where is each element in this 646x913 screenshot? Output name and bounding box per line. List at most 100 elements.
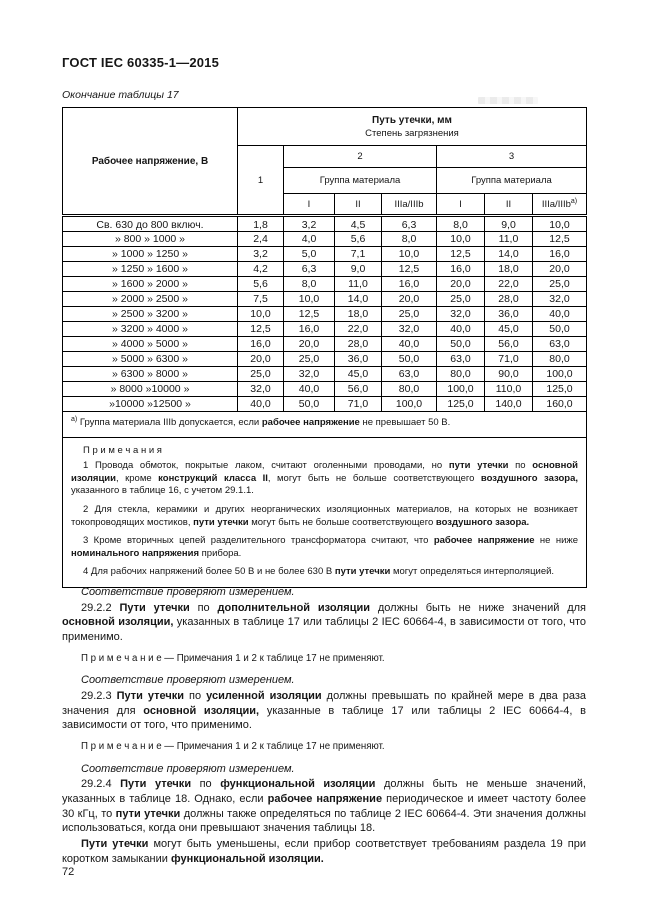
- col-header-material-group-3: Группа материала: [435, 167, 588, 194]
- leakage-value-cell: 71,0: [334, 396, 382, 412]
- text-run: должны также определяться по таблице 2 I…: [62, 807, 586, 835]
- leakage-value-cell: 63,0: [531, 336, 588, 352]
- leakage-value-cell: 10,0: [381, 246, 437, 262]
- text-run: 29.2.4: [81, 778, 121, 791]
- text-run: Соответствие проверяют измерением.: [81, 586, 295, 598]
- leakage-value-cell: 8,0: [436, 214, 485, 232]
- voltage-range-cell: » 4000 » 5000 »: [62, 336, 238, 352]
- text-run: функциональной изоляции: [220, 778, 376, 791]
- leakage-value-cell: 4,0: [283, 231, 335, 247]
- leakage-value-cell: 25,0: [531, 276, 588, 292]
- leakage-value-cell: 16,0: [283, 321, 335, 337]
- text-run: конструкций класса II: [158, 472, 268, 484]
- col-header-material-I-d3: I: [436, 193, 485, 216]
- text-run: 4 Для рабочих напряжений более 50 В и не…: [83, 566, 335, 578]
- body-paragraph: 29.2.4 Пути утечки по функциональной изо…: [62, 777, 586, 836]
- leakage-value-cell: 22,0: [484, 276, 533, 292]
- table-note-item: 3 Кроме вторичных цепей разделительного …: [71, 535, 578, 560]
- text-run: Пути утечки: [119, 601, 190, 614]
- leakage-value-cell: 3,2: [237, 246, 284, 262]
- text-run: по: [191, 778, 221, 791]
- col-header-material-II-d2: II: [334, 193, 382, 216]
- leakage-value-cell: 50,0: [283, 396, 335, 412]
- voltage-range-cell: » 5000 » 6300 »: [62, 351, 238, 367]
- text-run: номинального напряжения: [71, 547, 199, 559]
- note-line: П р и м е ч а н и е — Примечания 1 и 2 к…: [62, 741, 586, 754]
- leakage-value-cell: 14,0: [484, 246, 533, 262]
- text-run: Пути утечки: [116, 690, 185, 703]
- text-run: основной изоляции,: [143, 704, 260, 717]
- leakage-value-cell: 16,0: [436, 261, 485, 277]
- text-run: должны быть не меньше значений, указанны…: [62, 778, 586, 806]
- text-run: 29.2.3: [81, 690, 117, 703]
- leakage-value-cell: 18,0: [484, 261, 533, 277]
- text-run: могут определяться интерполяцией.: [390, 566, 555, 578]
- leakage-value-cell: 80,0: [436, 366, 485, 382]
- leakage-value-cell: 110,0: [484, 381, 533, 397]
- leakage-value-cell: 125,0: [531, 381, 588, 397]
- text-run: пути утечки: [334, 566, 391, 578]
- text-run: по: [508, 460, 533, 471]
- leakage-value-cell: 9,0: [484, 214, 533, 232]
- text-run: указанные в таблице 17 или таблицы 2 IEC…: [62, 704, 586, 732]
- leakage-value-cell: 32,0: [237, 381, 284, 397]
- text-run: Соответствие проверяют измерением.: [81, 674, 295, 687]
- text-run: П р и м е ч а н и е — Примечания 1 и 2 к…: [81, 740, 385, 752]
- body-paragraph: 29.2.3 Пути утечки по усиленной изоляции…: [62, 689, 586, 733]
- text-run: пути утечки: [448, 460, 509, 471]
- leakage-value-cell: 25,0: [237, 366, 284, 382]
- col-header-material-IIIaIIIb-d2: IIIa/IIIb: [381, 193, 437, 216]
- leakage-value-cell: 7,5: [237, 291, 284, 307]
- table-row: » 2000 » 2500 » 7,5 10,0 14,0 20,0 25,0 28,0 32…: [62, 291, 588, 307]
- leakage-value-cell: 5,0: [283, 246, 335, 262]
- leakage-value-cell: 140,0: [484, 396, 533, 412]
- leakage-value-cell: 12,5: [283, 306, 335, 322]
- voltage-range-cell: » 800 » 1000 »: [62, 231, 238, 247]
- text-run: а): [71, 415, 78, 423]
- leakage-value-cell: 56,0: [484, 336, 533, 352]
- leakage-value-cell: 22,0: [334, 321, 382, 337]
- leakage-path-title: Путь утечки, мм: [372, 114, 452, 126]
- leakage-value-cell: 80,0: [531, 351, 588, 367]
- leakage-value-cell: 16,0: [237, 336, 284, 352]
- standard-number-header: ГОСТ IEC 60335-1—2015: [62, 55, 220, 70]
- leakage-value-cell: 25,0: [283, 351, 335, 367]
- leakage-value-cell: 2,4: [237, 231, 284, 247]
- voltage-range-cell: » 1250 » 1600 »: [62, 261, 238, 277]
- table-row: Св. 630 до 800 включ. 1,8 3,2 4,5 6,3 8,0 9,0 1…: [62, 214, 588, 232]
- table-row: » 1600 » 2000 » 5,6 8,0 11,0 16,0 20,0 22,0 25,…: [62, 276, 588, 292]
- table-row: » 6300 » 8000 » 25,0 32,0 45,0 63,0 80,0 90,0 1…: [62, 366, 588, 382]
- table-row: » 3200 » 4000 » 12,5 16,0 22,0 32,0 40,0 45,0 5…: [62, 321, 588, 337]
- leakage-value-cell: 4,2: [237, 261, 284, 277]
- leakage-value-cell: 40,0: [381, 336, 437, 352]
- table-row: » 8000 »10000 » 32,0 40,0 56,0 80,0 100,0 110,…: [62, 381, 588, 397]
- leakage-value-cell: 32,0: [531, 291, 588, 307]
- leakage-value-cell: 6,3: [283, 261, 335, 277]
- table-notes-block: П р и м е ч а н и я 1 Провода обмоток, п…: [61, 437, 588, 588]
- voltage-range-cell: »10000 »12500 »: [62, 396, 238, 412]
- text-run: периодическое и имеет частоту более 30 к…: [62, 793, 587, 820]
- col-header-material-IIIaIIIb-d3-footnoted: IIIa/IIIbа): [531, 193, 588, 216]
- material-group-label: IIIa/IIIb: [541, 198, 571, 210]
- leakage-value-cell: 28,0: [334, 336, 382, 352]
- col-header-degree-1: 1: [237, 145, 284, 216]
- leakage-value-cell: 10,0: [436, 231, 485, 247]
- col-header-material-II-d3: II: [484, 193, 533, 216]
- text-run: указанного в таблице 16, с учетом 29.1.1…: [71, 485, 254, 497]
- text-run: Соответствие проверяют измерением.: [81, 762, 295, 775]
- leakage-value-cell: 11,0: [484, 231, 533, 247]
- leakage-value-cell: 16,0: [531, 246, 588, 262]
- table-row: » 1000 » 1250 » 3,2 5,0 7,1 10,0 12,5 14,0 16,0: [62, 246, 588, 262]
- leakage-value-cell: 18,0: [334, 306, 382, 322]
- text-run: по: [189, 601, 218, 614]
- leakage-value-cell: 100,0: [531, 366, 588, 382]
- text-run: функциональной изоляции.: [170, 852, 324, 865]
- leakage-value-cell: 20,0: [381, 291, 437, 307]
- compliance-check-line: Соответствие проверяют измерением.: [62, 673, 586, 688]
- text-run: рабочее напряжение: [261, 417, 360, 428]
- voltage-range-cell: Св. 630 до 800 включ.: [62, 214, 238, 232]
- leakage-value-cell: 5,6: [237, 276, 284, 292]
- leakage-value-cell: 125,0: [436, 396, 485, 412]
- note-line: П р и м е ч а н и е — Примечания 1 и 2 к…: [62, 653, 586, 666]
- text-run: , кроме: [116, 472, 159, 484]
